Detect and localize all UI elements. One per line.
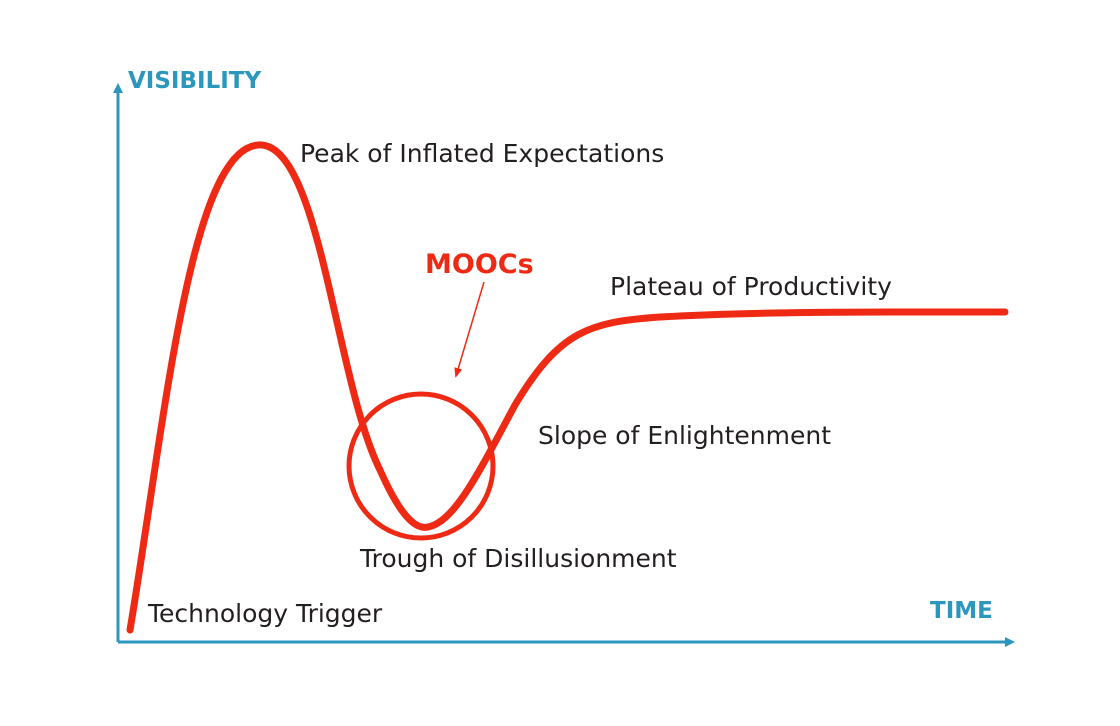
x-axis-label: TIME bbox=[930, 598, 993, 624]
annotation-arrow bbox=[454, 281, 485, 378]
phase-label: Peak of Inflated Expectations bbox=[300, 139, 664, 168]
phase-label: Plateau of Productivity bbox=[610, 272, 892, 301]
phase-label: Trough of Disillusionment bbox=[359, 544, 677, 573]
phase-label: Slope of Enlightenment bbox=[538, 421, 831, 450]
phase-label: Technology Trigger bbox=[147, 599, 383, 628]
hype-curve bbox=[126, 141, 1009, 634]
annotation-label: MOOCs bbox=[425, 249, 534, 280]
y-axis-label: VISIBILITY bbox=[128, 68, 261, 94]
highlight-circle bbox=[346, 391, 496, 541]
